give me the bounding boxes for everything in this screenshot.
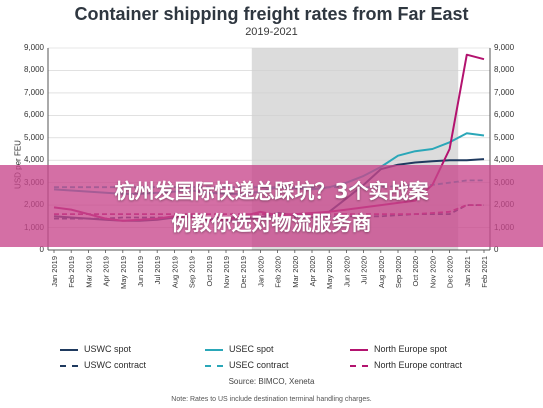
legend-item: USWC spot <box>60 344 131 354</box>
x-tick-label: Mar 2020 <box>291 256 300 288</box>
x-tick-label: Jan 2021 <box>463 256 472 287</box>
y-tick-label: 0 <box>39 245 44 254</box>
y-tick-label: 5,000 <box>494 132 515 142</box>
x-tick-label: Jan 2019 <box>50 256 59 287</box>
y-tick-label: 4,000 <box>494 155 515 165</box>
x-tick-label: Apr 2019 <box>102 256 111 286</box>
x-tick-label: Jun 2019 <box>136 256 145 287</box>
x-tick-label: May 2019 <box>119 256 128 289</box>
x-tick-labels: Jan 2019 Feb 2019 Mar 2019 Apr 2019 May 2019… <box>50 250 489 289</box>
y-tick-label: 7,000 <box>23 87 44 97</box>
x-tick-label: Oct 2019 <box>205 256 214 286</box>
x-tick-label: Jan 2020 <box>256 256 265 287</box>
legend-item: USWC contract <box>60 360 146 370</box>
y-tick-label: 6,000 <box>494 110 515 120</box>
x-tick-label: Jul 2019 <box>153 256 162 284</box>
note-text: Note: Rates to US include destination te… <box>171 396 372 403</box>
x-tick-label: Feb 2019 <box>67 256 76 288</box>
legend-label: North Europe spot <box>374 344 448 354</box>
legend-label: USEC spot <box>229 344 274 354</box>
x-tick-label: Feb 2020 <box>274 256 283 288</box>
x-tick-label: Sep 2019 <box>188 256 197 288</box>
y-tick-label: 0 <box>494 245 499 254</box>
x-tick-label: May 2020 <box>325 256 334 289</box>
x-tick-label: Aug 2020 <box>377 256 386 288</box>
x-tick-label: Sep 2020 <box>394 256 403 288</box>
x-tick-label: Nov 2019 <box>222 256 231 288</box>
legend-label: North Europe contract <box>374 360 463 370</box>
legend-item: North Europe contract <box>350 360 462 370</box>
y-tick-label: 9,000 <box>23 43 44 52</box>
legend-swatch <box>350 348 368 351</box>
x-tick-label: Mar 2019 <box>84 256 93 288</box>
source-text: Source: BIMCO, Xeneta <box>228 377 315 386</box>
legend-swatch <box>205 348 223 351</box>
x-tick-label: Jul 2020 <box>360 256 369 284</box>
x-tick-label: Dec 2020 <box>446 256 455 288</box>
legend-label: USWC spot <box>84 344 132 354</box>
y-tick-label: 6,000 <box>23 110 44 120</box>
x-tick-label: Feb 2021 <box>480 256 489 288</box>
y-tick-label: 8,000 <box>23 65 44 75</box>
legend-item: USEC contract <box>205 360 289 370</box>
legend-swatch <box>60 348 78 351</box>
y-tick-label: 8,000 <box>494 65 515 75</box>
x-tick-label: Dec 2019 <box>239 256 248 288</box>
legend-swatch <box>60 364 78 367</box>
y-tick-label: 5,000 <box>23 132 44 142</box>
x-tick-label: Nov 2020 <box>428 256 437 288</box>
legend-swatch <box>350 364 368 367</box>
legend-item: North Europe spot <box>350 344 447 354</box>
legend-swatch <box>205 364 223 367</box>
overlay-line-2: 例教你选对物流服务商 <box>171 211 372 235</box>
y-tick-label: 7,000 <box>494 87 515 97</box>
overlay-line-1: 杭州发国际快递总踩坑？3个实战案 <box>114 179 429 203</box>
legend-item: USEC spot <box>205 344 274 354</box>
x-tick-label: Aug 2019 <box>170 256 179 288</box>
x-tick-label: Jun 2020 <box>342 256 351 287</box>
chart-subtitle: 2019-2021 <box>245 26 298 38</box>
overlay-banner: 杭州发国际快递总踩坑？3个实战案 例教你选对物流服务商 <box>0 165 543 247</box>
legend-label: USEC contract <box>229 360 289 370</box>
x-tick-label: Oct 2020 <box>411 256 420 286</box>
legend-label: USWC contract <box>84 360 147 370</box>
y-tick-label: 4,000 <box>23 155 44 165</box>
x-tick-label: Apr 2020 <box>308 256 317 286</box>
y-tick-label: 9,000 <box>494 43 515 52</box>
chart-title: Container shipping freight rates from Fa… <box>74 4 469 24</box>
